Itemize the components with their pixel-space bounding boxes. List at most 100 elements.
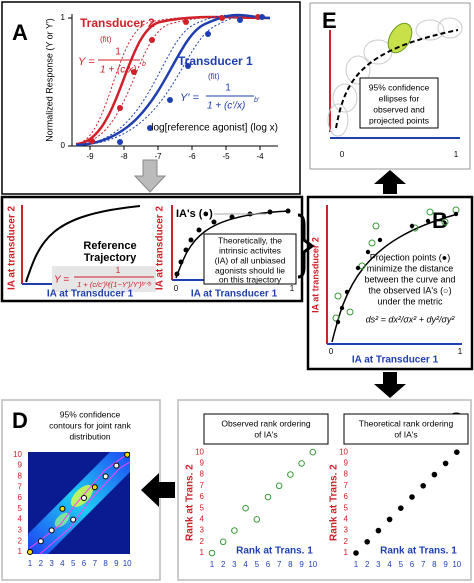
y-axis-label: Normalized Response (Y or Y′) [44, 18, 54, 141]
y-axis-label: IA at transducer 2 [7, 206, 18, 291]
x-tick-label: 5 [71, 559, 76, 568]
tick-label: 0 [174, 284, 179, 293]
y-tick-label: 5 [344, 503, 349, 512]
x-tick-label: 5 [399, 560, 404, 569]
note-line: (IA) of all unbiased [215, 255, 286, 265]
rank-point [91, 484, 98, 491]
note-line: 95% confidence [369, 82, 430, 92]
formula-num: 1 [116, 266, 121, 275]
x-tick-label: 2 [365, 560, 370, 569]
y-tick-label: 0 [61, 141, 66, 150]
note-line: between the curve and [364, 274, 455, 284]
theoretical-rank [398, 505, 404, 512]
x-tick-label: 10 [452, 560, 461, 569]
panel-b-frame [306, 195, 474, 371]
note: Projection points (●) minimize the dista… [364, 252, 455, 306]
formula-exp: b [142, 61, 146, 68]
y-tick-label: 1 [61, 13, 66, 22]
note-line: 95% confidence [60, 409, 121, 419]
y-axis-label: Rank at Trans. 2 [185, 464, 196, 541]
note: 95% confidence ellipses for observed and… [369, 82, 430, 125]
fit-label: (fit) [100, 35, 112, 44]
y-tick-label: 3 [344, 526, 349, 535]
y-tick-label: 5 [200, 503, 205, 512]
trajectory-frame [0, 195, 304, 303]
tick-label: 1 [454, 150, 459, 159]
title-line: Observed rank ordering [221, 418, 311, 428]
observed-rank [287, 471, 294, 478]
formula-lhs: Y = [78, 56, 95, 68]
tick-label: 1 [290, 284, 295, 293]
x-tick-label: 2 [221, 560, 226, 569]
x-tick-label: 5 [255, 560, 260, 569]
title-line: Theoretical rank ordering [359, 418, 454, 428]
x-tick-label: 1 [354, 560, 359, 569]
band-1 [75, 14, 271, 146]
x-tick-label: 3 [376, 560, 381, 569]
x-axis-label: Rank at Trans. 1 [236, 546, 313, 557]
theoretical-rank [375, 527, 382, 534]
panel-label: B [432, 208, 448, 233]
y-tick-label: 6 [344, 492, 349, 501]
observed-rank [309, 448, 317, 456]
x-axis-label: IA at Transducer 1 [47, 289, 134, 300]
y-tick-label: 4 [344, 515, 349, 524]
observed-rank [242, 504, 249, 512]
x-tick-label: 3 [232, 560, 237, 569]
note-line: Theoretically, the [218, 235, 282, 245]
y-tick-label: 10 [13, 450, 22, 459]
x-tick-label: 1 [210, 560, 215, 569]
rank-point [37, 538, 44, 545]
x-tick-label: 10 [123, 559, 132, 568]
tick-label: 0 [340, 150, 345, 159]
projection-points [335, 211, 459, 325]
y-tick-label: 9 [344, 459, 349, 468]
x-tick-label: 4 [243, 560, 248, 569]
note-line: projected points [369, 115, 429, 125]
rank-point [113, 462, 120, 469]
y-tick-label: 3 [18, 526, 23, 535]
band-1 [75, 14, 271, 146]
metric-formula: ds² = dx²/σx² + dy²/σy² [366, 314, 456, 324]
x-tick-label: 4 [387, 560, 392, 569]
theoretical-rank [364, 539, 371, 545]
formula-den: 1 + (c′/x) [207, 101, 245, 112]
arrow-left [141, 473, 175, 507]
x-tick-label: 6 [82, 559, 87, 568]
note-line: ellipses for [379, 93, 420, 103]
y-tick-label: 8 [18, 472, 23, 481]
observed-rank [264, 493, 272, 501]
x-tick-label: -6 [188, 152, 196, 161]
x-tick-label: -9 [86, 152, 94, 161]
formula-den: 1 + (c/x) [100, 65, 136, 76]
formula-lhs: Y′ = [180, 92, 199, 104]
y-tick-label: 2 [344, 537, 349, 546]
y-tick-label: 6 [18, 493, 23, 502]
x-tick-label: 4 [60, 559, 65, 568]
note-line: agonists should lie [215, 265, 285, 275]
x-axis-label: IA at Transducer 1 [191, 289, 278, 300]
arrow-down-c [374, 372, 406, 398]
rank-point [59, 505, 66, 512]
formula-num: 1 [115, 47, 121, 58]
panel-a-frame [1, 1, 301, 195]
theoretical-rank [353, 550, 359, 556]
title-line: of IA's [394, 429, 417, 439]
note-box [203, 233, 297, 285]
fit-label: (fit) [208, 72, 220, 81]
y-tick-label: 10 [195, 447, 204, 456]
legend-transducer-1: Transducer 1 [178, 54, 253, 68]
y-tick-label: 2 [18, 536, 23, 545]
x-tick-label: 8 [103, 559, 108, 568]
rank-point [102, 473, 109, 480]
tick-label: 1 [458, 347, 463, 356]
x-tick-label: -8 [120, 152, 128, 161]
y-tick-label: 9 [200, 459, 205, 468]
x-tick-label: 6 [266, 560, 271, 569]
formula-exp: b′ [254, 97, 260, 104]
theoretical-rank [454, 449, 460, 456]
observed-rank [298, 460, 305, 467]
formula-box [52, 266, 156, 292]
reference-trajectory [25, 205, 141, 283]
